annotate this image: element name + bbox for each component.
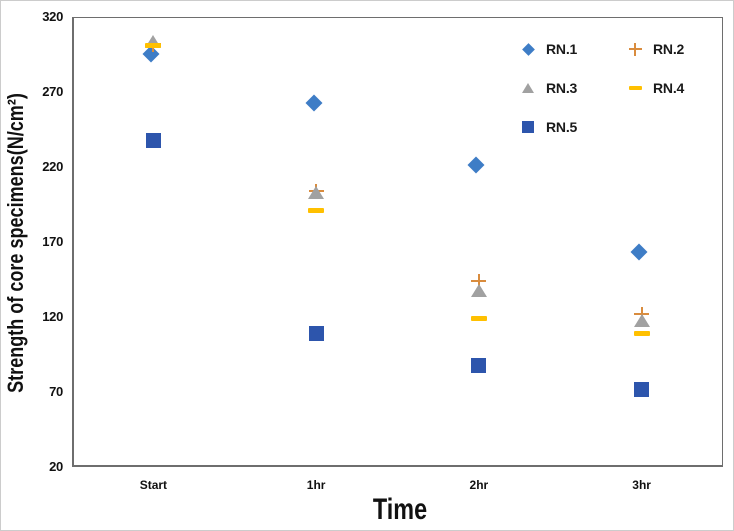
marker-rn4-3hr <box>633 331 650 336</box>
y-tick-label-270: 270 <box>42 84 63 99</box>
legend-label-rn3: RN.3 <box>546 80 578 96</box>
legend-item-rn4: RN.4 <box>627 80 684 96</box>
legend-item-rn1: RN.1 <box>520 41 627 57</box>
legend-label-rn4: RN.4 <box>653 80 685 96</box>
legend-label-rn1: RN.1 <box>546 41 578 57</box>
marker-rn3-1hr <box>308 186 325 199</box>
data-markers <box>1 1 733 397</box>
x-tick-label-1hr: 1hr <box>306 478 326 492</box>
marker-rn4-start <box>145 43 162 48</box>
x-tick-label-2hr: 2hr <box>469 478 489 492</box>
legend-item-rn2: RN.2 <box>627 41 684 57</box>
marker-rn3-2hr <box>470 283 487 297</box>
y-tick-label-170: 170 <box>42 234 63 249</box>
legend-label-rn2: RN.2 <box>653 41 685 57</box>
x-tick-label-start: Start <box>139 478 168 492</box>
legend-item-rn3: RN.3 <box>520 80 627 96</box>
x-axis-title: Time <box>372 493 428 526</box>
marker-rn3-3hr <box>633 313 650 327</box>
marker-rn5-3hr <box>634 381 650 397</box>
triangle-icon <box>520 80 536 96</box>
diamond-icon <box>520 41 536 57</box>
legend-item-rn5: RN.5 <box>520 119 627 135</box>
y-tick-label-320: 320 <box>42 9 63 24</box>
y-tick-label-120: 120 <box>42 309 63 324</box>
marker-rn4-2hr <box>470 316 487 321</box>
marker-rn5-start <box>145 132 161 148</box>
marker-rn4-1hr <box>308 208 325 213</box>
y-tick-label-220: 220 <box>42 159 63 174</box>
plot-area <box>72 17 723 467</box>
legend-label-rn5: RN.5 <box>546 119 578 135</box>
square-icon <box>520 119 536 135</box>
marker-rn5-1hr <box>308 326 324 341</box>
y-tick-label-20: 20 <box>49 459 63 474</box>
x-tick-label-3hr: 3hr <box>632 478 651 492</box>
y-tick-label-70: 70 <box>49 384 63 399</box>
plus-icon <box>627 41 643 57</box>
legend: RN.1 RN.2 RN.3 RN.4 RN.5 <box>520 41 684 135</box>
marker-rn2-2hr <box>471 273 487 289</box>
marker-rn5-2hr <box>471 357 487 373</box>
dash-icon <box>627 80 643 96</box>
